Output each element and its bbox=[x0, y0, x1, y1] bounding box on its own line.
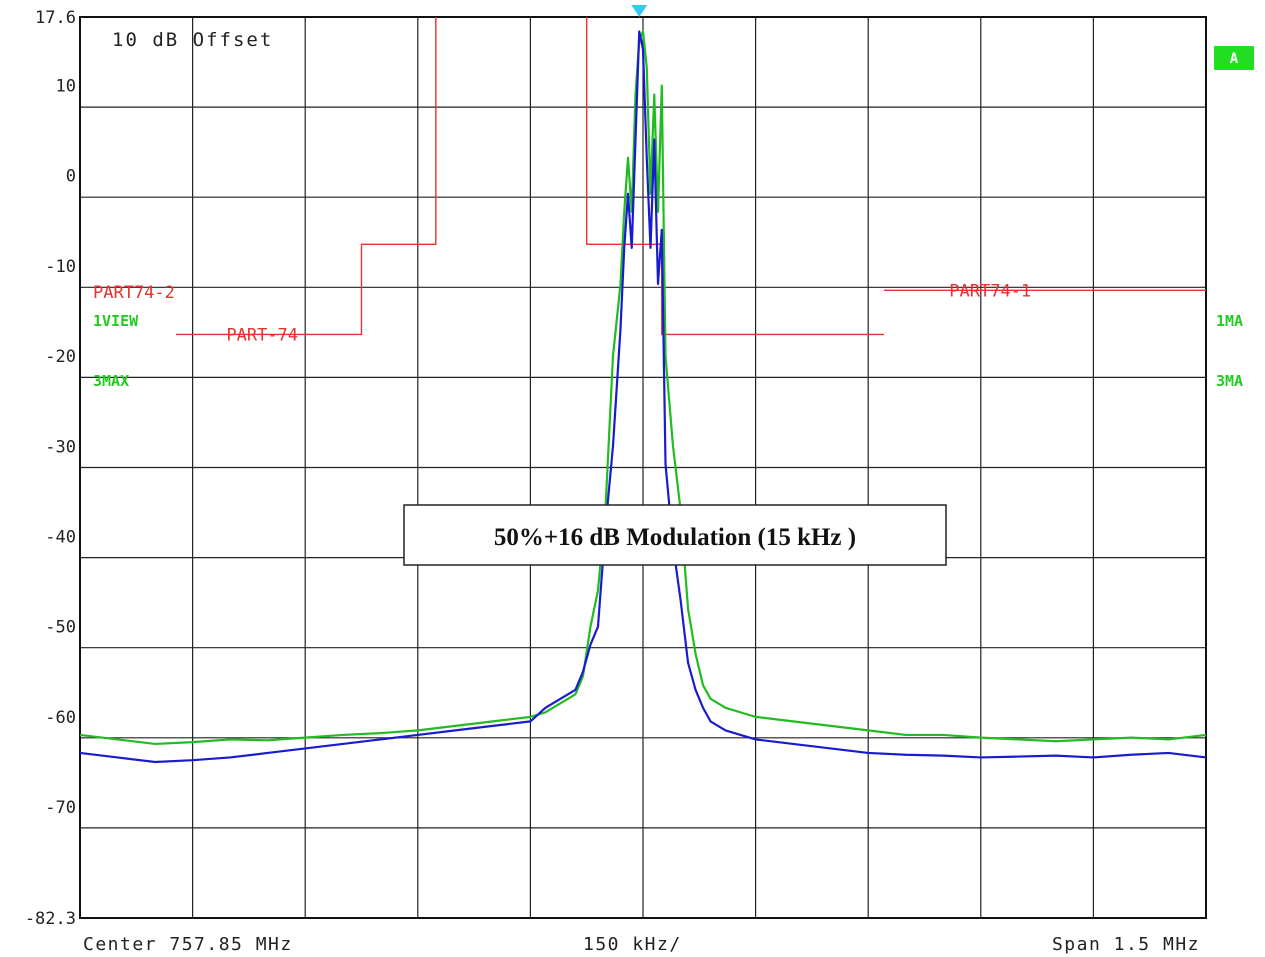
plot-frame bbox=[79, 16, 1207, 919]
y-tick-label: 0 bbox=[66, 167, 76, 187]
x-span-label: Span 1.5 MHz bbox=[1052, 934, 1200, 955]
overlay-labels: PART-74 PART74-1 PART74-2 1VIEW 3MAX A 1MA 3MA bbox=[93, 46, 1254, 390]
y-tick-label: -10 bbox=[45, 257, 76, 277]
traces bbox=[79, 5, 1207, 764]
y-axis-tick-labels: 17.6 10 0 -10 -20 -30 -40 -50 -60 -70 -82.3 bbox=[25, 8, 76, 929]
x-division-label: 150 kHz/ bbox=[583, 934, 682, 955]
trace-3max bbox=[79, 30, 1207, 764]
y-tick-label: 17.6 bbox=[35, 8, 76, 28]
y-tick-label: -30 bbox=[45, 437, 76, 457]
marker-icon bbox=[631, 5, 648, 17]
y-tick-label: -70 bbox=[45, 798, 76, 818]
limit-line bbox=[176, 17, 437, 336]
offset-label: 10 dB Offset bbox=[112, 29, 273, 51]
annotation-box: 50%+16 dB Modulation (15 kHz ) bbox=[403, 504, 947, 566]
y-tick-label: -60 bbox=[45, 708, 76, 728]
trace-a-badge-text: A bbox=[1230, 51, 1239, 67]
trace1-ma-label: 1MA bbox=[1216, 312, 1243, 330]
y-tick-label: -20 bbox=[45, 347, 76, 367]
y-tick-label: -82.3 bbox=[25, 909, 76, 929]
trace1-view-label: 1VIEW bbox=[93, 312, 139, 330]
trace-1view bbox=[79, 30, 1207, 746]
y-tick-label: -50 bbox=[45, 618, 76, 638]
grid bbox=[79, 16, 1207, 919]
x-center-label: Center 757.85 MHz bbox=[83, 934, 293, 955]
trace3-max-label: 3MAX bbox=[93, 372, 129, 390]
part74-2-label: PART74-2 bbox=[93, 283, 175, 303]
part-74-label: PART-74 bbox=[226, 325, 298, 345]
y-tick-label: 10 bbox=[56, 77, 76, 97]
part74-1-label: PART74-1 bbox=[949, 281, 1031, 301]
trace-a-badge: A bbox=[1214, 46, 1254, 70]
trace3-ma-label: 3MA bbox=[1216, 372, 1243, 390]
y-tick-label: -40 bbox=[45, 527, 76, 547]
annotation-text: 50%+16 dB Modulation (15 kHz ) bbox=[494, 524, 856, 551]
